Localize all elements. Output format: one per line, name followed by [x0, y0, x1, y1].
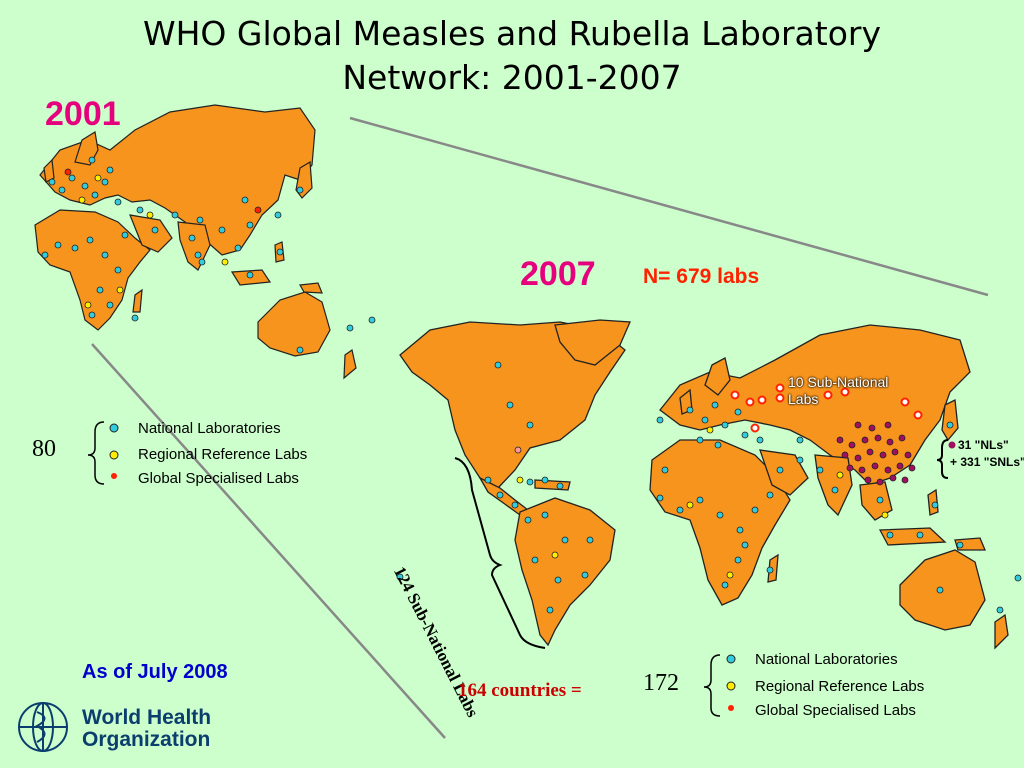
map-2007-africa [649, 439, 791, 606]
legend-2001-brace [87, 421, 105, 485]
regional-lab-dot-icon [726, 681, 736, 691]
map-2001-madagascar [132, 288, 143, 313]
legend-2007-global: Global Specialised Labs [755, 702, 916, 719]
national-lab-dot-icon [109, 423, 119, 433]
countries-label: 164 countries = [458, 680, 582, 701]
title-line-2: Network: 2001-2007 [342, 58, 682, 97]
map-2001-uk [43, 158, 55, 183]
year-2007-label: 2007 [520, 255, 596, 293]
map-2007-indonesia [878, 527, 947, 546]
global-lab-dot-icon [728, 705, 734, 711]
map-2007-south-america [514, 497, 616, 647]
map-2001-png [299, 282, 323, 294]
map-2001-australia [257, 291, 331, 357]
map-2007-arabia [759, 449, 809, 496]
regional-lab-dot-icon [109, 450, 119, 460]
page-title: WHO Global Measles and Rubella Laborator… [0, 12, 1024, 100]
map-2001-africa [34, 209, 151, 331]
zoom-line-bottom [91, 343, 446, 739]
map-2007-japan [941, 398, 959, 442]
map-2001-eurasia [39, 104, 316, 256]
europe-sub-national-label: 10 Sub-National Labs [788, 374, 889, 407]
who-logo-line-2: Organization [82, 728, 211, 751]
legend-2001-global: Global Specialised Labs [138, 470, 299, 487]
map-2007-greenland [554, 319, 631, 366]
total-labs-label: N= 679 labs [643, 265, 760, 288]
map-2007-central-america [478, 476, 530, 516]
zoom-line-top [349, 116, 989, 297]
legend-2001-count: 80 [32, 436, 56, 462]
china-lab-cluster [836, 421, 916, 486]
labs-2007 [396, 361, 1022, 614]
map-2007-eurasia [659, 324, 971, 486]
map-2007-new-zealand [994, 613, 1009, 650]
americas-brace [454, 457, 546, 649]
legend-2007-count: 172 [643, 670, 679, 696]
map-2007-india [814, 454, 853, 517]
legend-2007-national: National Laboratories [755, 651, 898, 668]
map-2001-new-zealand [343, 348, 357, 380]
china-nls-label: 31 "NLs" [958, 438, 1009, 452]
who-emblem-icon [18, 702, 68, 752]
map-2007-scandinavia [704, 357, 731, 396]
title-line-1: WHO Global Measles and Rubella Laborator… [142, 14, 881, 53]
legend-2007-regional: Regional Reference Labs [755, 678, 925, 695]
labs-2001 [41, 156, 376, 354]
legend-2001-regional: Regional Reference Labs [138, 446, 308, 463]
who-logo-line-1: World Health [82, 706, 212, 729]
china-snls-label: + 331 "SNLs" [950, 455, 1024, 469]
map-2001-india [177, 221, 211, 271]
as-of-date: As of July 2008 [82, 661, 228, 683]
map-2007 [399, 319, 1009, 650]
map-2007-caribbean [534, 479, 571, 491]
china-lab-dot-icon [948, 441, 956, 449]
legend-2001-national: National Laboratories [138, 420, 281, 437]
legend-2007-brace [703, 654, 721, 717]
global-lab-dot-icon [111, 473, 117, 479]
national-lab-dot-icon [726, 654, 736, 664]
map-2001 [34, 104, 357, 380]
who-logo-text: World Health Organization [82, 707, 211, 751]
map-2001-arabia [129, 214, 173, 253]
year-2001-label: 2001 [45, 95, 121, 133]
china-brace [936, 439, 949, 479]
